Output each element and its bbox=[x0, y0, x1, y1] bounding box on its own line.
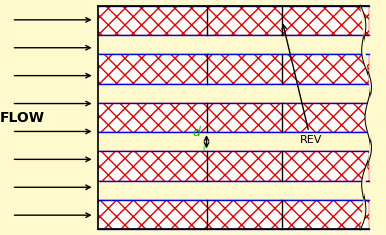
Text: i: i bbox=[202, 144, 205, 153]
Bar bbox=[98, 54, 369, 84]
Bar bbox=[98, 151, 369, 181]
Bar bbox=[98, 6, 369, 35]
Text: REV: REV bbox=[282, 25, 322, 145]
Bar bbox=[98, 200, 369, 229]
Text: d: d bbox=[193, 126, 201, 139]
Bar bbox=[98, 132, 369, 151]
Bar bbox=[98, 151, 369, 181]
Bar bbox=[98, 35, 369, 54]
Bar bbox=[98, 181, 369, 200]
Bar bbox=[98, 200, 369, 229]
Text: FLOW: FLOW bbox=[0, 110, 45, 125]
Bar bbox=[98, 103, 369, 132]
Bar bbox=[98, 54, 369, 84]
Polygon shape bbox=[360, 6, 386, 229]
Bar bbox=[98, 103, 369, 132]
Bar bbox=[98, 84, 369, 103]
Bar bbox=[98, 6, 369, 35]
